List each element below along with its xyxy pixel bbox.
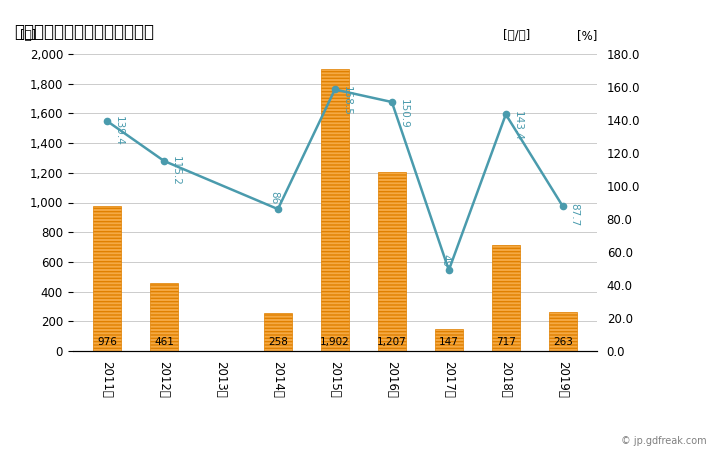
Bar bbox=[548, 312, 577, 351]
Text: 147: 147 bbox=[439, 338, 459, 347]
Text: 461: 461 bbox=[154, 338, 174, 347]
Text: 976: 976 bbox=[97, 338, 117, 347]
Text: [%]: [%] bbox=[577, 29, 597, 42]
Bar bbox=[92, 206, 122, 351]
Bar bbox=[320, 68, 349, 351]
Text: [㎡/棟]: [㎡/棟] bbox=[502, 29, 530, 42]
Bar bbox=[264, 313, 292, 351]
Text: 258: 258 bbox=[268, 338, 288, 347]
Text: 1,207: 1,207 bbox=[377, 338, 407, 347]
Bar bbox=[491, 244, 520, 351]
Bar bbox=[435, 329, 463, 351]
Text: 143.4: 143.4 bbox=[513, 111, 523, 141]
Text: 87.7: 87.7 bbox=[569, 203, 579, 226]
Text: 139.4: 139.4 bbox=[114, 116, 124, 146]
Text: © jp.gdfreak.com: © jp.gdfreak.com bbox=[620, 436, 706, 446]
Text: 1,902: 1,902 bbox=[320, 338, 349, 347]
Text: 86: 86 bbox=[269, 191, 280, 204]
Text: [㎡]: [㎡] bbox=[20, 29, 36, 42]
Text: 木造建築物の床面積合計の推移: 木造建築物の床面積合計の推移 bbox=[15, 22, 154, 40]
Text: 49: 49 bbox=[440, 254, 451, 267]
Text: 150.9: 150.9 bbox=[399, 99, 408, 128]
Bar bbox=[150, 283, 178, 351]
Text: 717: 717 bbox=[496, 338, 515, 347]
Text: 115.2: 115.2 bbox=[171, 156, 181, 186]
Bar bbox=[378, 172, 406, 351]
Text: 263: 263 bbox=[553, 338, 573, 347]
Text: 158.5: 158.5 bbox=[341, 86, 352, 116]
